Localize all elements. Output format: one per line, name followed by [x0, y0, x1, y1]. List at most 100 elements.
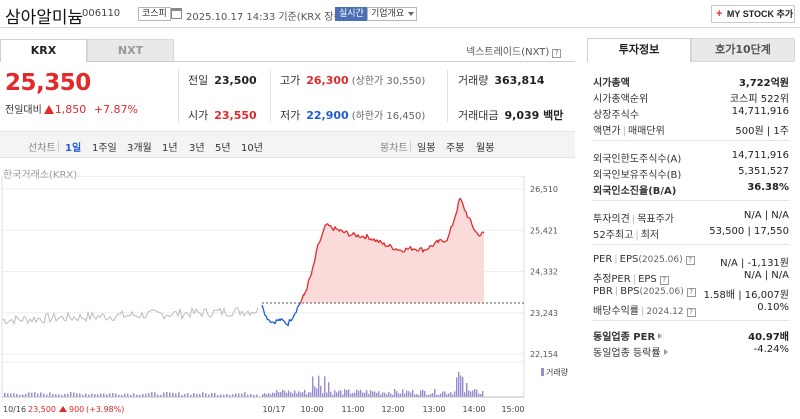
- volume-bar: [169, 392, 171, 397]
- volume-bar: [352, 393, 354, 397]
- row-opinion: 투자의견 | 목표주가 N/A | N/A: [593, 210, 789, 225]
- volume-bar: [468, 390, 470, 397]
- est-per-label: 추정PER: [593, 274, 631, 285]
- par-unit-label: 액면가 | 매매단위: [593, 126, 665, 137]
- peer-per-value: 40.97배: [748, 332, 789, 343]
- volume-bar: [290, 392, 292, 397]
- row-peer-per[interactable]: 동일업종 PER 40.97배: [593, 328, 789, 343]
- row-foreign-ratio: 외국인소진율(B/A) 36.38%: [593, 182, 789, 197]
- volume-bar: [148, 392, 150, 397]
- divider: [178, 70, 179, 122]
- volume-bar: [294, 390, 296, 397]
- volume-legend-swatch: [541, 368, 544, 376]
- volume-bar: [288, 390, 290, 397]
- stock-code: 006110: [82, 8, 121, 19]
- period-3y[interactable]: 3년: [189, 143, 205, 154]
- market-cap-value: 3,722억원: [738, 78, 789, 89]
- volume-bar: [440, 393, 442, 397]
- tab-nxt[interactable]: NXT: [87, 39, 174, 62]
- tab-krx[interactable]: KRX: [0, 39, 87, 62]
- foreign-ratio-label: 외국인소진율(B/A): [593, 186, 677, 197]
- volume-bar: [382, 392, 384, 397]
- period-5y[interactable]: 5년: [215, 143, 231, 154]
- div-label: 배당수익률: [593, 306, 639, 317]
- company-overview-dropdown[interactable]: 기업개요: [367, 7, 418, 21]
- volume-bar: [340, 390, 342, 397]
- x-tick-label: 10/17: [262, 405, 285, 414]
- volume-bar: [94, 394, 96, 397]
- foreign-hold-value: 5,351,527: [738, 166, 789, 177]
- nxt-link-label: 넥스트레이드(NXT): [466, 47, 550, 58]
- peer-per-label: 동일업종 PER: [593, 328, 663, 343]
- volume-bar: [4, 392, 6, 397]
- row-per-eps: PER | EPS(2025.06)? N/A | -1,131원: [593, 254, 789, 269]
- candle-weekly[interactable]: 주봉: [446, 143, 465, 154]
- volume-bar: [46, 394, 48, 397]
- volume-bars: [2, 361, 524, 397]
- est-per-eps-label: 추정PER | EPS?: [593, 270, 669, 285]
- period-1d[interactable]: 1일: [65, 143, 82, 154]
- x-tick-label: 13:00: [422, 405, 445, 414]
- period-1w[interactable]: 1주일: [92, 143, 117, 154]
- peer-change-value: -4.24%: [753, 344, 789, 355]
- volume-bar: [454, 391, 456, 397]
- volume-bar: [470, 391, 472, 397]
- tab-order-book[interactable]: 호가10단계: [691, 38, 795, 62]
- volume-bar: [360, 389, 362, 397]
- volume-bar: [7, 393, 9, 397]
- row-peer-change[interactable]: 동일업종 등락률 -4.24%: [593, 344, 789, 359]
- volume-bar: [418, 394, 420, 397]
- open-label: 시가: [188, 109, 209, 122]
- volume-bar: [284, 390, 286, 397]
- volume-bar: [55, 394, 57, 397]
- help-icon[interactable]: ?: [686, 308, 696, 317]
- volume-bar: [232, 394, 234, 397]
- market-cap-label: 시가총액: [593, 78, 630, 89]
- volume-bar: [178, 392, 180, 397]
- volume-bar: [70, 392, 72, 397]
- y-axis: 26,510 25,421 24,332 23,243 22,154: [530, 185, 558, 359]
- volume-bar: [280, 391, 282, 397]
- volume-bar: [97, 394, 99, 397]
- chevron-down-icon: [408, 12, 415, 16]
- lower-limit: (하한가 16,450): [351, 111, 426, 122]
- x-tick-label: 11:00: [341, 405, 364, 414]
- candle-daily[interactable]: 일봉: [417, 143, 436, 154]
- volume-bar: [52, 393, 54, 397]
- bps-label: BPS: [620, 286, 640, 297]
- realtime-badge[interactable]: 실시간: [335, 7, 368, 21]
- volume-bar: [302, 392, 304, 397]
- volume-bar: [326, 392, 328, 397]
- volume-bar: [112, 393, 114, 397]
- tab-investment-info[interactable]: 투자정보: [587, 38, 691, 62]
- intraday-price-chart[interactable]: 26,510 25,421 24,332 23,243 22,154 10/17 10:0…: [0, 176, 575, 419]
- help-icon[interactable]: ?: [686, 288, 696, 297]
- volume-bar: [223, 394, 225, 397]
- candle-monthly[interactable]: 월봉: [476, 143, 495, 154]
- volume-bar: [338, 390, 340, 397]
- volume-bar: [139, 394, 141, 397]
- volume-bar: [124, 393, 126, 397]
- help-icon[interactable]: ?: [552, 49, 562, 58]
- volume-bar: [434, 389, 436, 397]
- volume-bar: [244, 392, 246, 397]
- volume-bar: [414, 394, 416, 397]
- volume-bar: [229, 394, 231, 397]
- shares-value: 14,711,916: [731, 106, 789, 117]
- row-par-unit: 액면가 | 매매단위 500원 | 1주: [593, 122, 789, 137]
- market-badge: 코스피: [138, 7, 171, 21]
- change-percent: +7.87%: [93, 103, 138, 116]
- period-1y[interactable]: 1년: [162, 143, 178, 154]
- price-change: 전일대비 1,850 +7.87%: [5, 101, 138, 116]
- help-icon[interactable]: ?: [685, 256, 695, 265]
- period-3m[interactable]: 3개월: [127, 143, 152, 154]
- add-mystock-button[interactable]: + MY STOCK 추가: [711, 5, 795, 23]
- per-eps-value: N/A | -1,131원: [720, 258, 789, 269]
- help-icon[interactable]: ?: [659, 276, 669, 285]
- volume-bar: [22, 394, 24, 397]
- y-tick-label: 26,510: [530, 185, 558, 194]
- volume-bar: [462, 376, 464, 397]
- volume-bar: [266, 394, 268, 397]
- period-10y[interactable]: 10년: [241, 143, 263, 154]
- nxt-link[interactable]: 넥스트레이드(NXT)?: [466, 43, 562, 58]
